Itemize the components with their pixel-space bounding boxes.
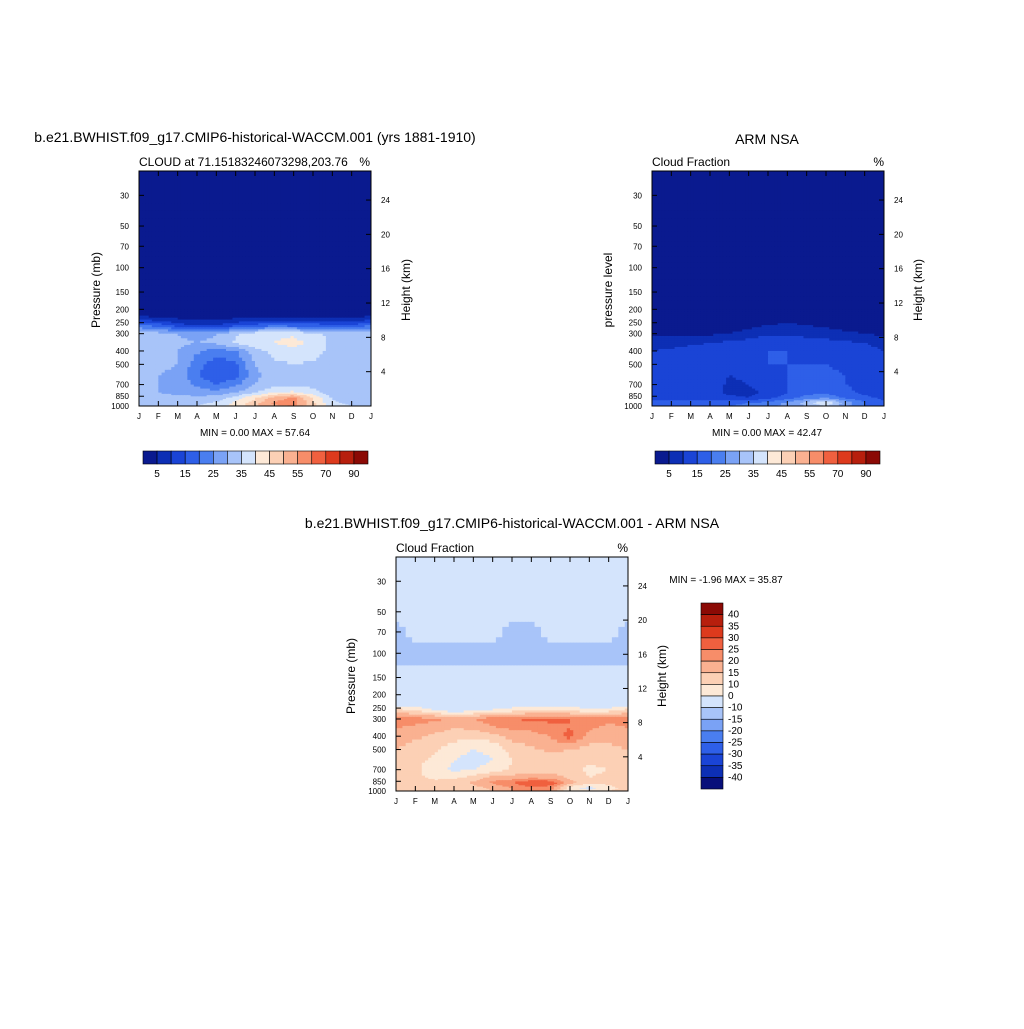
colorbar-box [185, 451, 199, 464]
y-right-tick-label: 24 [381, 196, 390, 205]
y-tick-label: 850 [116, 392, 130, 401]
x-tick-label: N [329, 412, 335, 421]
y-tick-label: 70 [120, 242, 129, 251]
x-tick-label: S [291, 412, 296, 421]
x-tick-label: J [137, 412, 141, 421]
colorbar-box [199, 451, 213, 464]
x-tick-label: F [156, 412, 161, 421]
colorbar-box [227, 451, 241, 464]
panel-model-units: % [359, 155, 370, 169]
y-tick-label: 1000 [111, 402, 129, 411]
colorbar-box [143, 451, 157, 464]
y-tick-label: 50 [120, 222, 129, 231]
colorbar-box [171, 451, 185, 464]
x-tick-label: A [194, 412, 200, 421]
panel-model-plot-area: J F M A M J J A S O N D J 30 50 70 100 150 200 250 300 400 500… [111, 171, 390, 421]
panel-model-ylabel: Pressure (mb) [89, 252, 103, 328]
x-tick-label: A [272, 412, 278, 421]
y-right-tick-label: 4 [381, 368, 386, 377]
heatmap-cells [139, 171, 372, 407]
colorbar-box [284, 451, 298, 464]
y-tick-label: 100 [116, 264, 130, 273]
panel-model: b.e21.BWHIST.f09_g17.CMIP6-historical-WA… [34, 129, 475, 480]
x-tick-label: D [349, 412, 355, 421]
y-tick-label: 400 [116, 347, 130, 356]
colorbar-box [241, 451, 255, 464]
panel-model-ylabel-right: Height (km) [399, 259, 413, 321]
colorbar-box [157, 451, 171, 464]
panel-model-title: b.e21.BWHIST.f09_g17.CMIP6-historical-WA… [34, 129, 475, 145]
y-tick-label: 30 [120, 191, 129, 200]
colorbar-box [270, 451, 284, 464]
y-tick-label: 300 [116, 330, 130, 339]
panel-model-minmax: MIN = 0.00 MAX = 57.64 [200, 428, 310, 439]
x-tick-label: O [310, 412, 316, 421]
x-tick-label: J [253, 412, 257, 421]
y-tick-label: 200 [116, 305, 130, 314]
y-tick-label: 250 [116, 319, 130, 328]
y-tick-label: 700 [116, 381, 130, 390]
y-tick-label: 150 [116, 288, 130, 297]
x-tick-label: J [369, 412, 373, 421]
y-right-tick-label: 20 [381, 230, 390, 239]
x-tick-label: J [234, 412, 238, 421]
x-tick-label: M [174, 412, 181, 421]
panel-model-subtitle: CLOUD at 71.15183246073298,203.76 [139, 155, 348, 169]
y-right-tick-label: 8 [381, 333, 386, 342]
y-right-tick-label: 12 [381, 299, 390, 308]
y-tick-label: 500 [116, 360, 130, 369]
x-tick-label: M [213, 412, 220, 421]
colorbar-box [256, 451, 270, 464]
y-right-tick-label: 16 [381, 265, 390, 274]
colorbar-box [213, 451, 227, 464]
